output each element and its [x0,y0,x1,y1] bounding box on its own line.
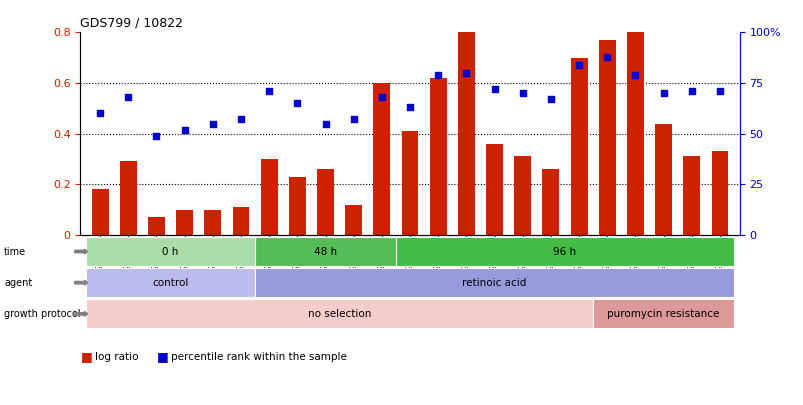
Bar [204,210,221,235]
Text: puromycin resistance: puromycin resistance [606,309,719,319]
Point [544,96,556,102]
Point [403,104,416,111]
Point [431,72,444,78]
Point [150,132,163,139]
Bar [458,0,475,235]
Point [628,72,641,78]
Point [206,120,219,127]
Point [122,94,135,100]
Bar [344,205,361,235]
Text: 96 h: 96 h [552,247,576,256]
Bar [626,32,643,235]
Text: ■: ■ [80,350,92,363]
Point [263,88,275,94]
Point [347,116,360,123]
Bar [486,144,503,235]
Text: 48 h: 48 h [313,247,336,256]
Bar [654,124,671,235]
Point [234,116,247,123]
Point [94,110,107,117]
Bar [120,162,137,235]
Point [178,126,191,133]
Text: time: time [4,247,26,256]
Point [572,62,585,68]
Bar [598,40,615,235]
Point [712,88,725,94]
Bar [430,78,446,235]
Point [487,86,500,92]
Text: control: control [153,278,189,288]
Bar [542,169,559,235]
Point [516,90,528,96]
Text: retinoic acid: retinoic acid [462,278,526,288]
Point [600,53,613,60]
Bar [514,156,531,235]
Point [291,100,304,107]
Bar [373,83,389,235]
Bar [316,169,333,235]
Bar [570,58,587,235]
Point [459,70,472,76]
Point [684,88,697,94]
Bar [232,207,249,235]
Bar [711,151,728,235]
Text: no selection: no selection [308,309,371,319]
Bar [176,210,193,235]
Bar [288,177,305,235]
Bar [401,131,418,235]
Bar [92,190,108,235]
Text: GDS799 / 10822: GDS799 / 10822 [80,17,183,30]
Point [656,90,669,96]
Text: percentile rank within the sample: percentile rank within the sample [171,352,347,362]
Text: growth protocol: growth protocol [4,309,80,319]
Text: agent: agent [4,278,32,288]
Point [375,94,388,100]
Bar [148,217,165,235]
Text: ■: ■ [157,350,169,363]
Text: log ratio: log ratio [95,352,138,362]
Bar [683,156,699,235]
Text: 0 h: 0 h [162,247,178,256]
Bar [260,159,277,235]
Point [319,120,332,127]
